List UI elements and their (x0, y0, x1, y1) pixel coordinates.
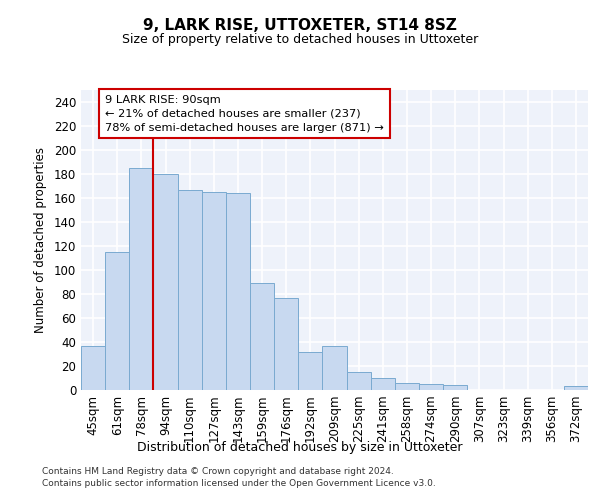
Bar (105, 252, 129, 390)
Text: Distribution of detached houses by size in Uttoxeter: Distribution of detached houses by size … (137, 441, 463, 454)
Bar (178, 190, 202, 390)
Bar (564, 386, 588, 390)
Bar (371, 378, 395, 390)
Y-axis label: Number of detached properties: Number of detached properties (34, 147, 47, 333)
Bar (202, 192, 226, 390)
Bar (274, 298, 298, 390)
Bar (322, 346, 347, 390)
Bar (443, 385, 467, 390)
Bar (81, 346, 105, 390)
Bar (347, 372, 371, 390)
Bar (395, 383, 419, 390)
Bar (226, 193, 250, 390)
Text: Contains public sector information licensed under the Open Government Licence v3: Contains public sector information licen… (42, 478, 436, 488)
Text: 9 LARK RISE: 90sqm
← 21% of detached houses are smaller (237)
78% of semi-detach: 9 LARK RISE: 90sqm ← 21% of detached hou… (105, 95, 384, 133)
Text: Size of property relative to detached houses in Uttoxeter: Size of property relative to detached ho… (122, 32, 478, 46)
Bar (129, 168, 154, 390)
Text: Contains HM Land Registry data © Crown copyright and database right 2024.: Contains HM Land Registry data © Crown c… (42, 467, 394, 476)
Bar (419, 384, 443, 390)
Text: 9, LARK RISE, UTTOXETER, ST14 8SZ: 9, LARK RISE, UTTOXETER, ST14 8SZ (143, 18, 457, 32)
Bar (250, 283, 274, 390)
Bar (298, 352, 322, 390)
Bar (154, 174, 178, 390)
